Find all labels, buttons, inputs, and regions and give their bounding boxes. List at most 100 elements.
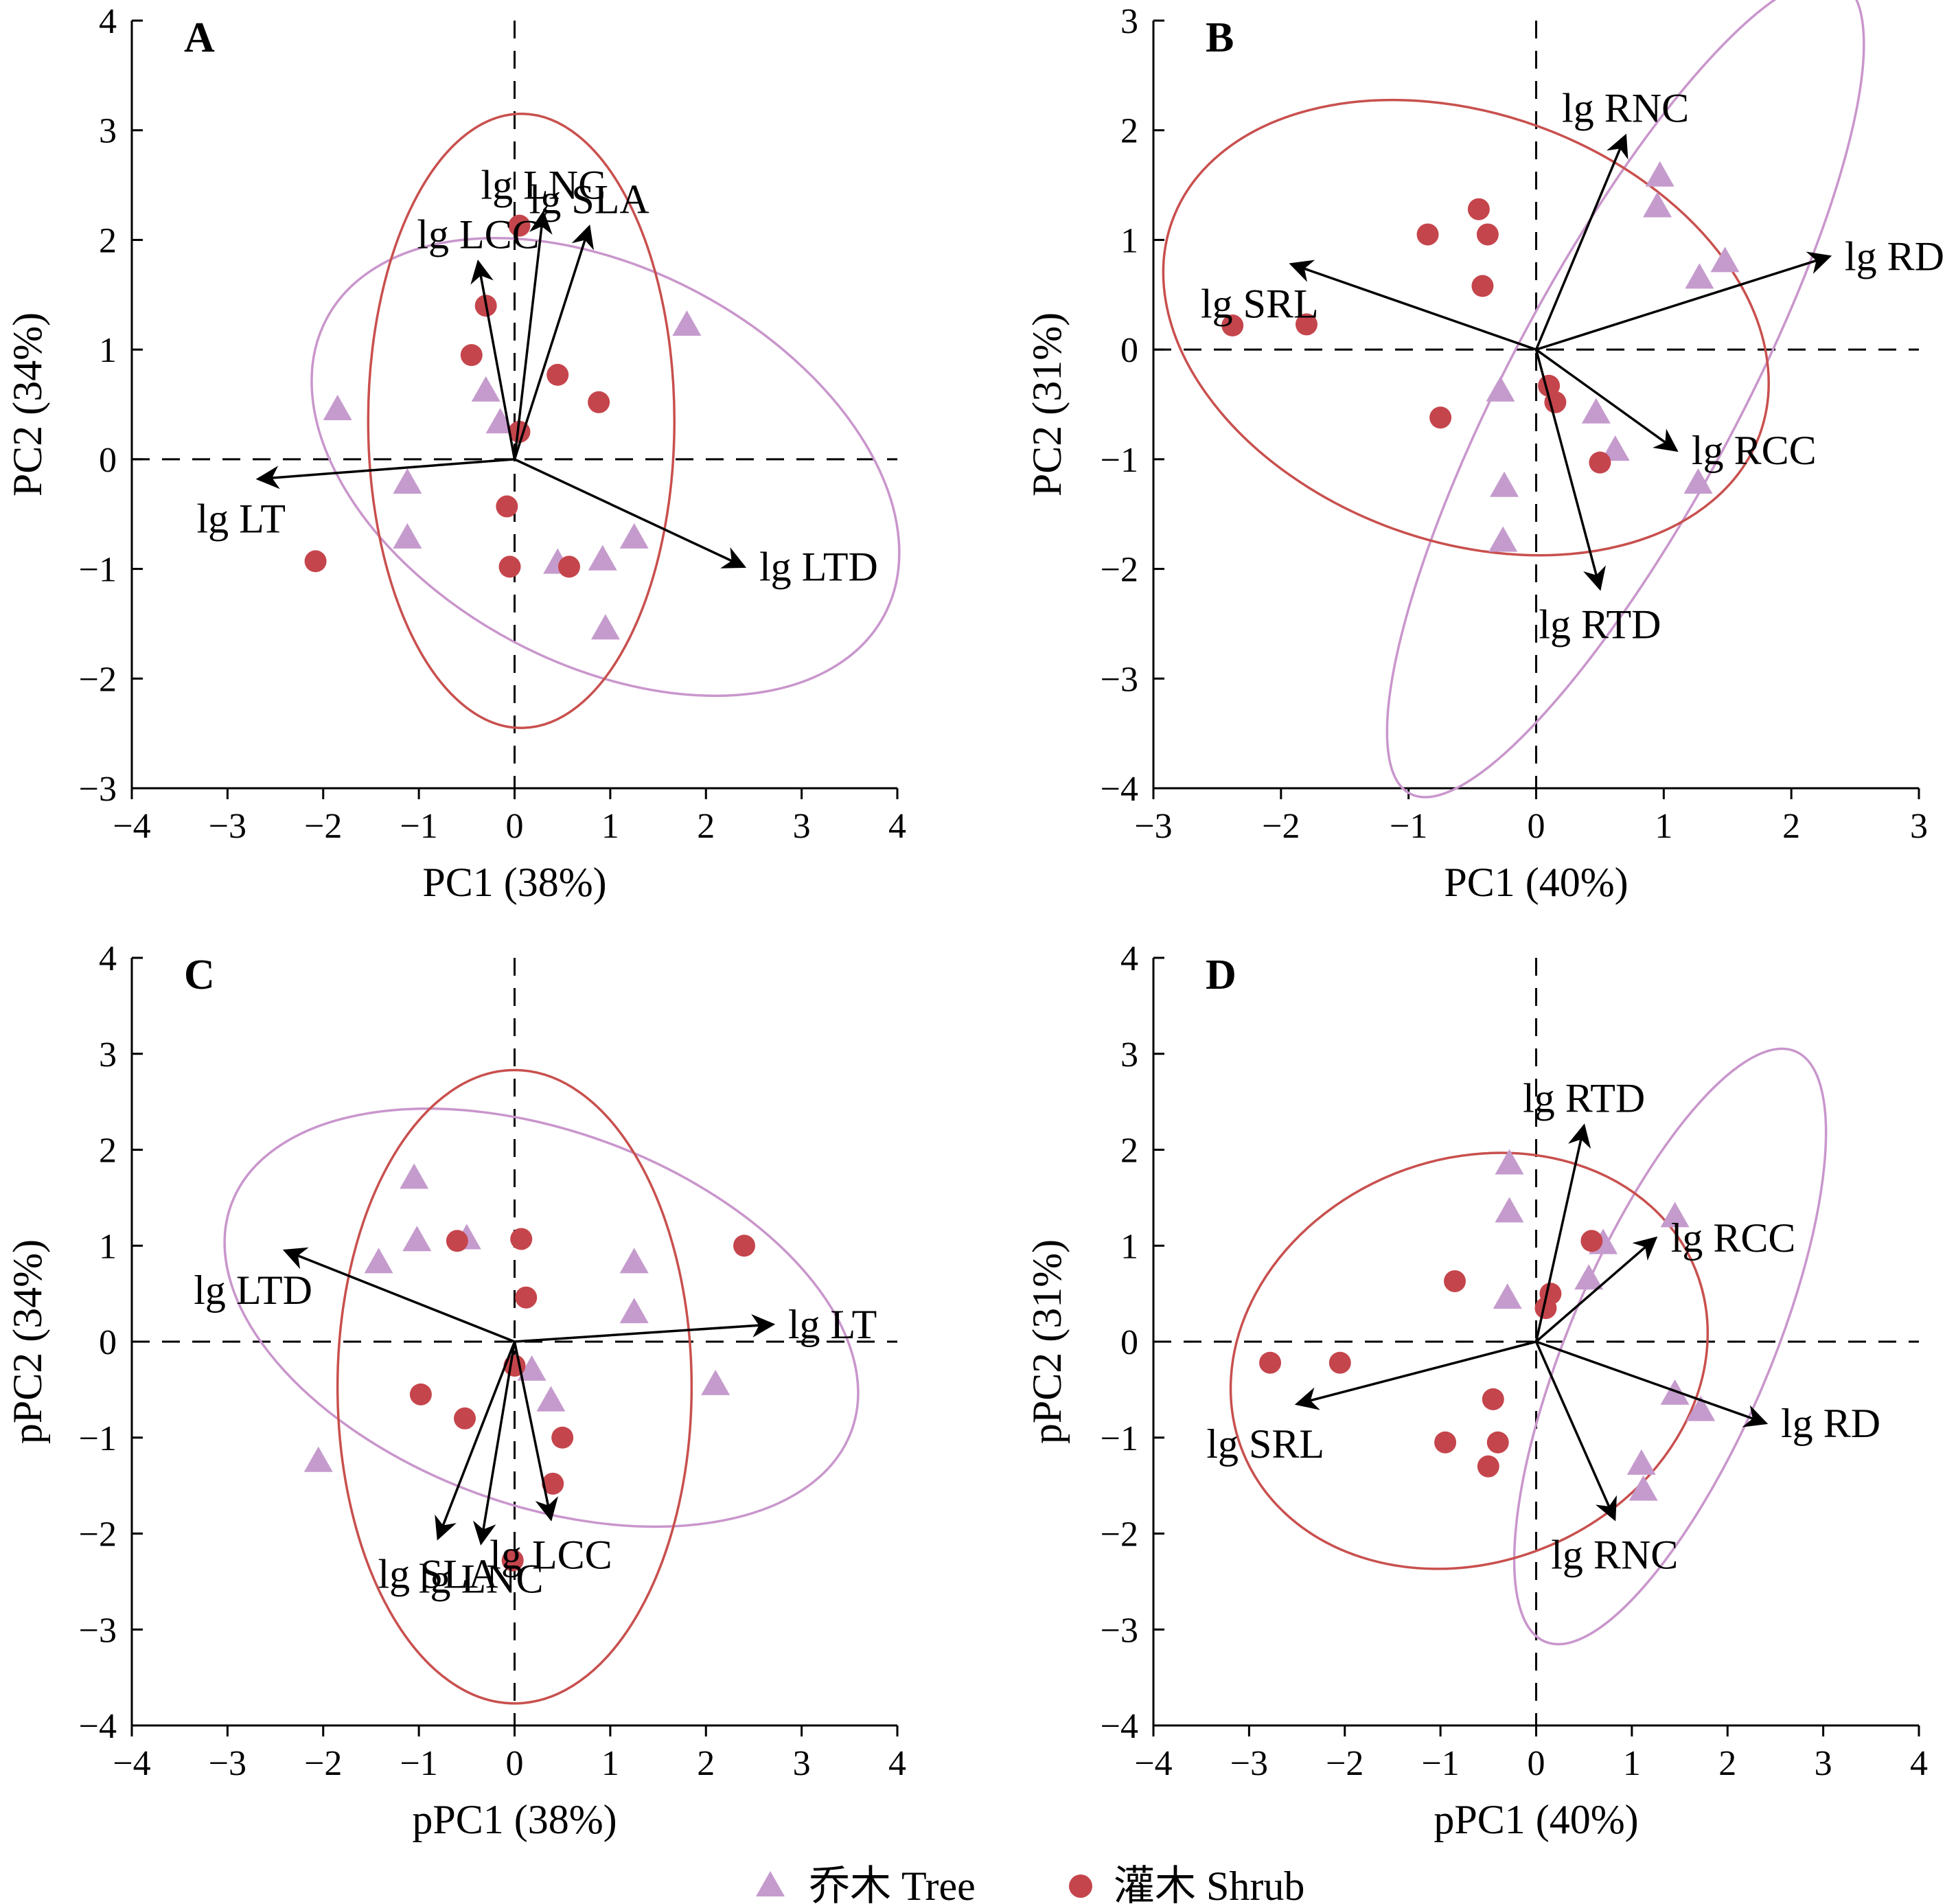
x-tick-label: −3 <box>209 1744 246 1783</box>
y-tick-label: 1 <box>1120 1227 1138 1266</box>
tree-ellipse <box>223 1107 860 1528</box>
panel-c: −4 −3 −2 −1 0 1 2 3 4 −4 −3 −2 −1 0 1 2 3 4 pPC1 (38%) pPC2… <box>5 939 906 1842</box>
shrub-point <box>557 555 580 578</box>
x-tick-label: −4 <box>113 807 150 846</box>
shrub-point <box>454 1407 476 1430</box>
panel-d: −4 −3 −2 −1 0 1 2 3 4 −4 −3 −2 −1 0 1 2 3 4 pPC1 (40%) pPC2… <box>1024 939 1928 1842</box>
x-tick-label: 3 <box>1910 807 1928 846</box>
x-axis-title: PC1 (40%) <box>1444 860 1628 905</box>
shrub-ellipse <box>1229 1151 1710 1570</box>
y-tick-label: 4 <box>1120 939 1138 978</box>
vector-label: lg LT <box>788 1302 877 1347</box>
legend-tree-label: 乔木 Tree <box>809 1863 976 1904</box>
tree-point <box>1600 435 1630 461</box>
tree-point <box>672 310 702 336</box>
tree-ellipse <box>310 237 901 698</box>
shrub-point <box>1296 313 1317 336</box>
tree-point <box>1574 1264 1604 1290</box>
vector-label: lg LTD <box>759 544 878 589</box>
tree-point <box>1660 1202 1690 1228</box>
tree-point <box>590 614 620 640</box>
tree-point <box>1486 376 1515 402</box>
loading-vector <box>513 210 553 460</box>
loading-vector <box>1534 349 1606 591</box>
tree-point <box>364 1248 393 1274</box>
x-axis-title: pPC1 (38%) <box>412 1797 617 1842</box>
loading-vector <box>513 225 595 460</box>
x-tick-label: −2 <box>304 1744 342 1783</box>
y-tick-label: 4 <box>99 2 117 41</box>
y-tick-label: −3 <box>1101 660 1138 699</box>
legend-tree-marker <box>756 1871 785 1896</box>
x-tick-label: −1 <box>400 807 437 846</box>
x-tick-label: 0 <box>1528 807 1545 846</box>
y-tick-label: −1 <box>1101 1419 1138 1458</box>
tree-point <box>1495 1197 1524 1223</box>
vector-label: lg RTD <box>1523 1076 1645 1121</box>
tree-point <box>1490 471 1519 497</box>
y-axis-title: pPC2 (34%) <box>5 1239 50 1444</box>
vector-label: lg LCC <box>490 1533 612 1578</box>
tree-point <box>619 523 649 549</box>
shrub-point <box>496 495 518 518</box>
x-tick-label: −1 <box>1421 1744 1459 1783</box>
vector-label: lg LTD <box>194 1268 312 1313</box>
x-axis-title: pPC1 (40%) <box>1434 1797 1638 1842</box>
x-tick-label: 3 <box>793 807 811 846</box>
tree-point <box>1645 161 1674 187</box>
tree-point <box>619 1298 649 1324</box>
shrub-point <box>1534 1297 1557 1320</box>
y-tick-label: −3 <box>79 1611 117 1650</box>
tree-point <box>1686 1395 1716 1421</box>
vector-label: lg LNC <box>419 1556 544 1601</box>
vector-label: lg SRL <box>1206 1421 1324 1467</box>
x-tick-label: 2 <box>697 1744 715 1783</box>
shrub-point <box>1476 223 1499 246</box>
y-axis-title: PC2 (34%) <box>5 312 50 496</box>
shrub-point <box>1444 1270 1466 1292</box>
y-tick-label: −3 <box>1101 1611 1138 1650</box>
y-tick-label: 4 <box>99 939 117 978</box>
shrub-point <box>1486 1431 1509 1454</box>
x-axis-title: PC1 (38%) <box>422 860 606 905</box>
tree-point <box>393 523 422 549</box>
shrub-point <box>1416 223 1439 246</box>
x-tick-label: 1 <box>1623 1744 1641 1783</box>
tree-point <box>402 1226 432 1252</box>
panel-letter: D <box>1206 952 1236 998</box>
vector-label: lg RCC <box>1671 1215 1796 1261</box>
y-tick-label: −2 <box>79 1515 117 1555</box>
y-tick-label: 0 <box>1120 1323 1138 1362</box>
loading-vector <box>282 1247 516 1343</box>
shrub-point <box>508 214 531 237</box>
y-tick-label: 3 <box>1120 1035 1138 1075</box>
tree-point <box>1685 263 1714 289</box>
x-tick-label: 4 <box>1910 1744 1928 1783</box>
legend-shrub-marker <box>1069 1874 1092 1898</box>
y-tick-label: −1 <box>1101 441 1138 480</box>
y-tick-label: 1 <box>99 331 117 370</box>
y-tick-label: 2 <box>99 221 117 260</box>
tree-point <box>1710 246 1740 273</box>
x-tick-label: 2 <box>697 807 715 846</box>
shrub-ellipse <box>367 113 676 729</box>
shrub-point <box>498 555 521 578</box>
tree-point <box>1581 398 1611 424</box>
y-tick-label: 0 <box>99 1323 117 1362</box>
tree-point <box>1683 468 1713 494</box>
y-tick-label: 2 <box>1120 112 1138 151</box>
shrub-point <box>1328 1351 1351 1374</box>
y-tick-label: −4 <box>1101 1707 1138 1746</box>
x-tick-label: 2 <box>1718 1744 1736 1783</box>
x-tick-label: −2 <box>1326 1744 1363 1783</box>
shrub-point <box>515 1286 538 1309</box>
tree-point <box>1643 192 1672 218</box>
x-tick-label: 4 <box>888 1744 906 1783</box>
y-tick-label: 2 <box>1120 1132 1138 1171</box>
tree-point <box>1495 1149 1524 1175</box>
y-tick-label: 0 <box>1120 331 1138 370</box>
shrub-point <box>1434 1431 1457 1454</box>
x-tick-label: −1 <box>1390 807 1427 846</box>
loading-vector <box>435 1341 516 1541</box>
